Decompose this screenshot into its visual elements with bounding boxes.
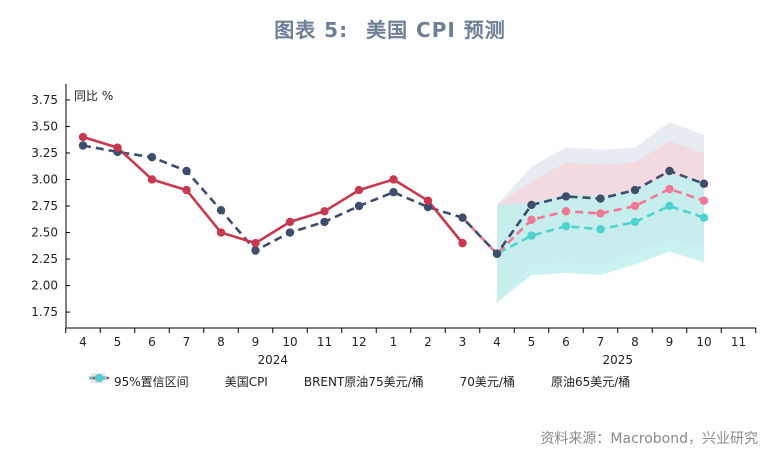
legend-item-cpi: 美国CPI xyxy=(89,373,268,390)
x-tick-label: 2 xyxy=(424,335,432,349)
data-point-p65 xyxy=(630,217,640,227)
x-tick-label: 12 xyxy=(351,335,366,349)
chart-title-prefix: 图表 5: xyxy=(274,18,349,42)
legend-label-p65: 原油65美元/桶 xyxy=(550,374,631,389)
data-point-brent75 xyxy=(320,217,329,227)
axes: 1.75 2.00 2.25 2.50 2.75 3.00 3.25 3.50 3.75 4 5 6 7… xyxy=(31,84,757,367)
x-tick-label: 8 xyxy=(631,335,639,349)
data-point-cpi xyxy=(251,238,260,248)
series-line-p65 xyxy=(461,204,705,256)
data-point-p70 xyxy=(561,207,571,216)
confidence-band-band65 xyxy=(497,174,704,303)
data-point-cpi xyxy=(354,185,364,195)
data-point-cpi xyxy=(78,132,88,142)
x-tick-label: 7 xyxy=(597,335,605,349)
data-point-p70 xyxy=(596,209,605,218)
x-tick-label: 8 xyxy=(217,335,225,349)
series-line-cpi xyxy=(82,135,464,245)
data-point-cpi xyxy=(113,143,122,152)
y-tick-label: 3.75 xyxy=(31,93,58,107)
chart-title: 图表 5: 美国 CPI 预测 xyxy=(0,14,780,43)
x-tick-label: 10 xyxy=(282,335,297,349)
data-point-brent75 xyxy=(354,201,364,211)
data-point-brent75 xyxy=(665,166,674,176)
x-tick-label: 4 xyxy=(493,335,501,349)
data-point-brent75 xyxy=(216,206,226,215)
legend-label-cpi: 美国CPI xyxy=(224,374,268,389)
legend-swatch-p65 xyxy=(89,374,547,387)
legend-swatch-p70 xyxy=(89,374,456,387)
x-year-label: 2024 xyxy=(257,353,288,367)
x-tick-label: 11 xyxy=(317,335,332,349)
legend: 95%置信区间 美国CPI BRENT原油75美元/桶 70美元/桶 原油65美… xyxy=(88,372,640,390)
data-point-brent75 xyxy=(527,200,536,210)
x-tick-label: 10 xyxy=(696,335,711,349)
data-point-brent75 xyxy=(458,213,467,222)
legend-label-p70: 70美元/桶 xyxy=(459,374,515,389)
data-point-p65 xyxy=(699,213,709,222)
data-point-brent75 xyxy=(561,192,571,201)
x-tick-label: 5 xyxy=(528,335,536,349)
y-tick-label: 1.75 xyxy=(31,305,58,319)
legend-swatch-cpi xyxy=(89,374,221,387)
data-point-cpi xyxy=(423,196,433,205)
x-tick-label: 7 xyxy=(183,335,191,349)
data-point-brent75 xyxy=(389,188,398,197)
series-points xyxy=(78,132,709,258)
data-point-brent75 xyxy=(285,228,295,237)
data-point-p65 xyxy=(527,231,536,240)
data-point-brent75 xyxy=(699,179,709,188)
legend-item-p65: 原油65美元/桶 xyxy=(89,373,631,390)
data-point-p70 xyxy=(699,196,709,205)
x-tick-label: 3 xyxy=(459,335,467,349)
y-axis-label: 同比 % xyxy=(74,89,113,103)
data-point-brent75 xyxy=(423,202,433,212)
data-point-cpi xyxy=(320,207,329,216)
x-tick-label: 11 xyxy=(731,335,746,349)
data-point-brent75 xyxy=(251,246,260,255)
data-point-p70 xyxy=(630,201,640,211)
y-tick-label: 3.50 xyxy=(31,119,58,133)
x-tick-label: 1 xyxy=(390,335,398,349)
chart-title-main: 美国 CPI 预测 xyxy=(366,18,506,42)
x-tick-label: 9 xyxy=(252,335,260,349)
data-point-p65 xyxy=(596,225,605,234)
data-point-brent75 xyxy=(630,185,640,195)
data-point-brent75 xyxy=(147,153,157,162)
y-tick-label: 2.00 xyxy=(31,279,58,293)
data-point-cpi xyxy=(182,185,191,195)
data-point-p70 xyxy=(665,184,674,194)
x-tick-label: 6 xyxy=(148,335,156,349)
y-tick-label: 2.25 xyxy=(31,252,58,266)
data-point-brent75 xyxy=(78,141,88,150)
legend-item-p70: 70美元/桶 xyxy=(89,373,515,390)
y-tick-label: 3.00 xyxy=(31,172,58,186)
x-tick-label: 9 xyxy=(666,335,674,349)
data-point-cpi xyxy=(285,217,295,227)
data-point-cpi xyxy=(216,228,226,237)
data-point-brent75 xyxy=(596,194,605,203)
x-year-label: 2025 xyxy=(602,353,633,367)
data-point-brent75 xyxy=(492,249,502,258)
source-note: 资料来源：Macrobond，兴业研究 xyxy=(540,431,758,447)
data-point-cpi xyxy=(389,175,398,184)
data-point-brent75 xyxy=(182,166,191,176)
legend-item-brent75: BRENT原油75美元/桶 xyxy=(89,373,424,390)
series-line-p70 xyxy=(461,187,705,256)
legend-swatch-brent75 xyxy=(89,374,300,387)
y-tick-label: 3.25 xyxy=(31,146,58,160)
data-point-cpi xyxy=(147,175,157,184)
x-tick-label: 5 xyxy=(114,335,122,349)
data-point-p65 xyxy=(561,221,571,231)
data-point-p70 xyxy=(527,215,536,224)
x-tick-label: 4 xyxy=(79,335,87,349)
data-point-cpi xyxy=(458,238,467,248)
y-tick-label: 2.50 xyxy=(31,226,58,240)
data-point-p65 xyxy=(665,201,674,211)
legend-label-brent75: BRENT原油75美元/桶 xyxy=(303,374,424,389)
y-tick-label: 2.75 xyxy=(31,199,58,213)
legend-label-band: 95%置信区间 xyxy=(114,374,189,389)
x-tick-label: 6 xyxy=(562,335,570,349)
